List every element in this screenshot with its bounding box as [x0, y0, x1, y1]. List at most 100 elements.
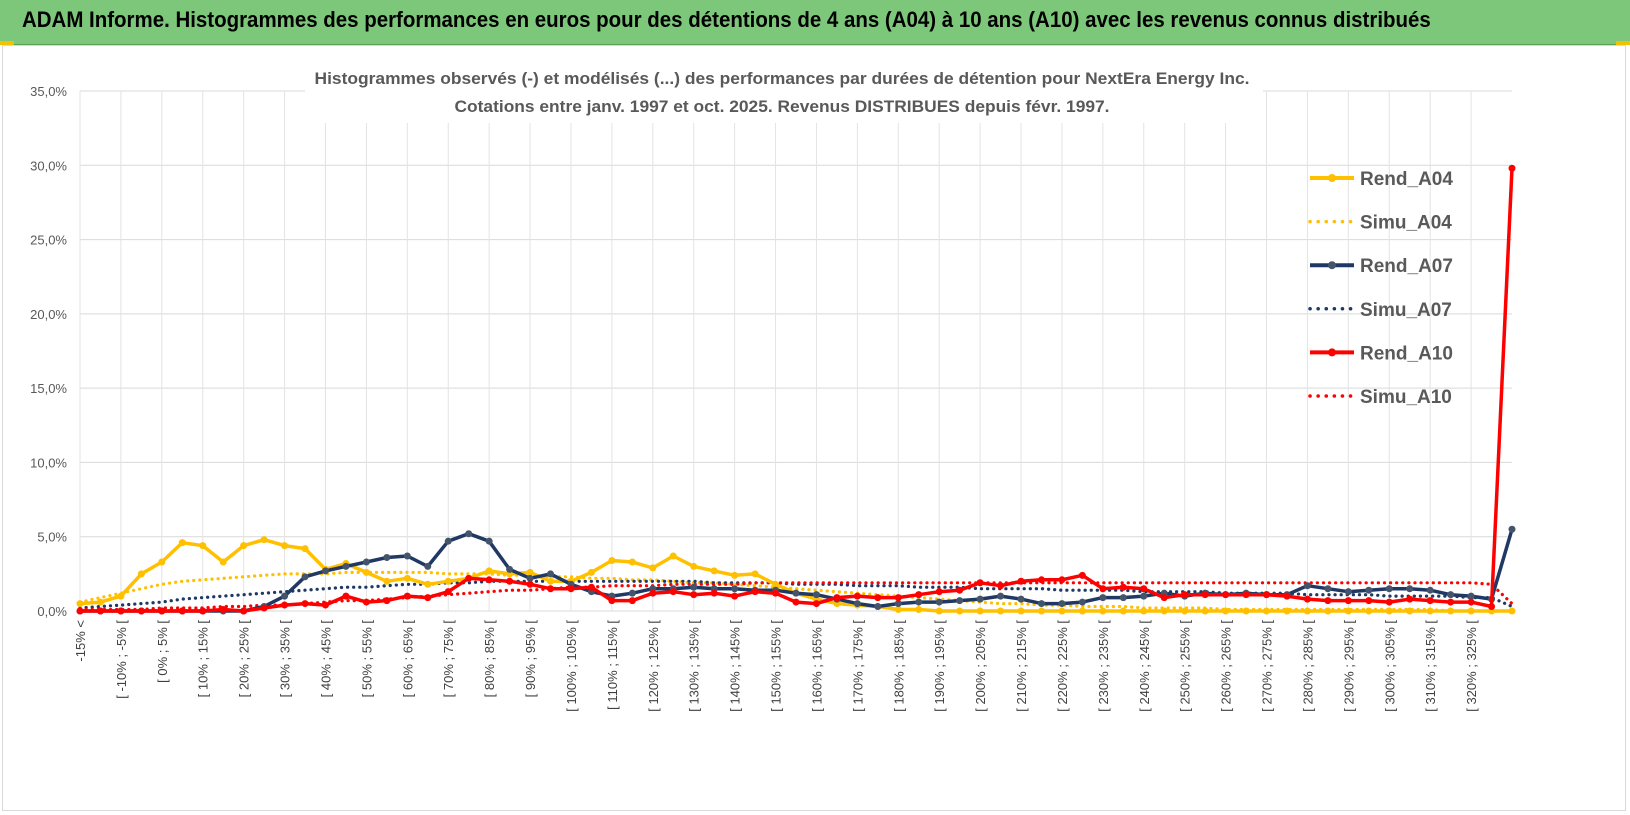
- data-point: [403, 574, 411, 582]
- data-point: [362, 558, 370, 566]
- data-point: [158, 558, 166, 566]
- data-point: [1119, 607, 1127, 615]
- x-tick-label: [ 170% ; 175% [: [850, 620, 865, 712]
- data-point: [342, 592, 350, 600]
- data-point: [1140, 607, 1148, 615]
- x-tick-label: [ 130% ; 135% [: [687, 620, 702, 712]
- data-point: [1303, 582, 1311, 590]
- data-point: [1078, 571, 1086, 579]
- data-point: [1017, 607, 1025, 615]
- data-point: [853, 592, 861, 600]
- data-point: [240, 607, 248, 615]
- data-point: [1488, 603, 1496, 611]
- report-banner: ADAM Informe. Histogrammes des performan…: [0, 0, 1630, 45]
- data-point: [1426, 586, 1434, 594]
- data-point: [465, 530, 473, 538]
- data-point: [281, 542, 289, 550]
- data-point: [710, 567, 718, 575]
- data-point: [526, 568, 534, 576]
- x-tick-label: [ 290% ; 295% [: [1341, 620, 1356, 712]
- data-point: [628, 597, 636, 605]
- data-point: [383, 554, 391, 562]
- legend-item-simu-a10: Simu_A10: [1308, 387, 1452, 408]
- legend-label: Rend_A10: [1360, 343, 1453, 364]
- chart-title-background: [305, 61, 1263, 123]
- data-point: [1467, 592, 1475, 600]
- data-point: [1058, 600, 1066, 608]
- data-point: [812, 591, 820, 599]
- x-tick-label: [ 200% ; 205% [: [973, 620, 988, 712]
- y-tick-label: 0,0%: [37, 604, 67, 619]
- x-tick-label: [ 160% ; 165% [: [809, 620, 824, 712]
- data-point: [1385, 607, 1393, 615]
- data-point: [772, 580, 780, 588]
- data-point: [506, 577, 514, 585]
- x-tick-label: [ 70% ; 75% [: [441, 620, 456, 698]
- chart-area: [2, 45, 1626, 811]
- data-point: [792, 589, 800, 597]
- data-point: [1222, 591, 1230, 599]
- data-point: [894, 594, 902, 602]
- data-point: [1385, 598, 1393, 606]
- data-point: [587, 583, 595, 591]
- legend-marker: [1328, 348, 1336, 357]
- data-point: [1344, 588, 1352, 596]
- data-point: [853, 600, 861, 608]
- data-point: [1099, 585, 1107, 593]
- data-point: [199, 542, 207, 550]
- legend-item-simu-a07: Simu_A07: [1308, 300, 1452, 321]
- data-point: [1447, 607, 1455, 615]
- data-point: [1406, 595, 1414, 603]
- data-point: [1283, 607, 1291, 615]
- data-point: [96, 598, 104, 606]
- data-point: [1426, 607, 1434, 615]
- data-point: [1365, 607, 1373, 615]
- data-point: [976, 595, 984, 603]
- data-point: [137, 607, 145, 615]
- data-point: [117, 607, 125, 615]
- data-point: [362, 568, 370, 576]
- data-point: [362, 598, 370, 606]
- data-point: [935, 588, 943, 596]
- data-point: [1344, 597, 1352, 605]
- data-point: [383, 577, 391, 585]
- data-point: [547, 577, 555, 585]
- data-point: [1140, 592, 1148, 600]
- data-point: [1037, 600, 1045, 608]
- legend-item-rend-a04: Rend_A04: [1310, 169, 1453, 190]
- data-point: [1242, 591, 1250, 599]
- x-tick-label: [ 180% ; 185% [: [891, 620, 906, 712]
- data-point: [240, 542, 248, 550]
- data-point: [874, 603, 882, 611]
- data-point: [403, 552, 411, 560]
- data-point: [1078, 607, 1086, 615]
- y-tick-label: 25,0%: [30, 233, 67, 248]
- data-point: [281, 592, 289, 600]
- y-tick-label: 30,0%: [30, 158, 67, 173]
- data-point: [608, 556, 616, 564]
- data-point: [1222, 607, 1230, 615]
- data-point: [1508, 164, 1516, 172]
- data-point: [342, 562, 350, 570]
- data-point: [485, 537, 493, 545]
- data-point: [485, 567, 493, 575]
- x-tick-label: [ 40% ; 45% [: [318, 620, 333, 698]
- x-tick-label: [ 300% ; 305% [: [1382, 620, 1397, 712]
- data-point: [444, 537, 452, 545]
- x-tick-label: [ 110% ; 115% [: [605, 620, 620, 710]
- x-tick-label: [ 310% ; 315% [: [1423, 620, 1438, 712]
- data-point: [772, 589, 780, 597]
- legend-item-rend-a10: Rend_A10: [1310, 343, 1453, 364]
- data-point: [1365, 586, 1373, 594]
- x-tick-label: [ 80% ; 85% [: [482, 620, 497, 698]
- data-point: [117, 592, 125, 600]
- data-point: [1447, 598, 1455, 606]
- data-point: [1078, 598, 1086, 606]
- series-line: [80, 168, 1514, 613]
- x-tick-label: [ 280% ; 285% [: [1300, 620, 1315, 712]
- x-tick-label: [ 120% ; 125% [: [646, 620, 661, 712]
- y-tick-label: 15,0%: [30, 381, 67, 396]
- data-point: [547, 570, 555, 578]
- data-point: [1099, 594, 1107, 602]
- data-point: [731, 585, 739, 593]
